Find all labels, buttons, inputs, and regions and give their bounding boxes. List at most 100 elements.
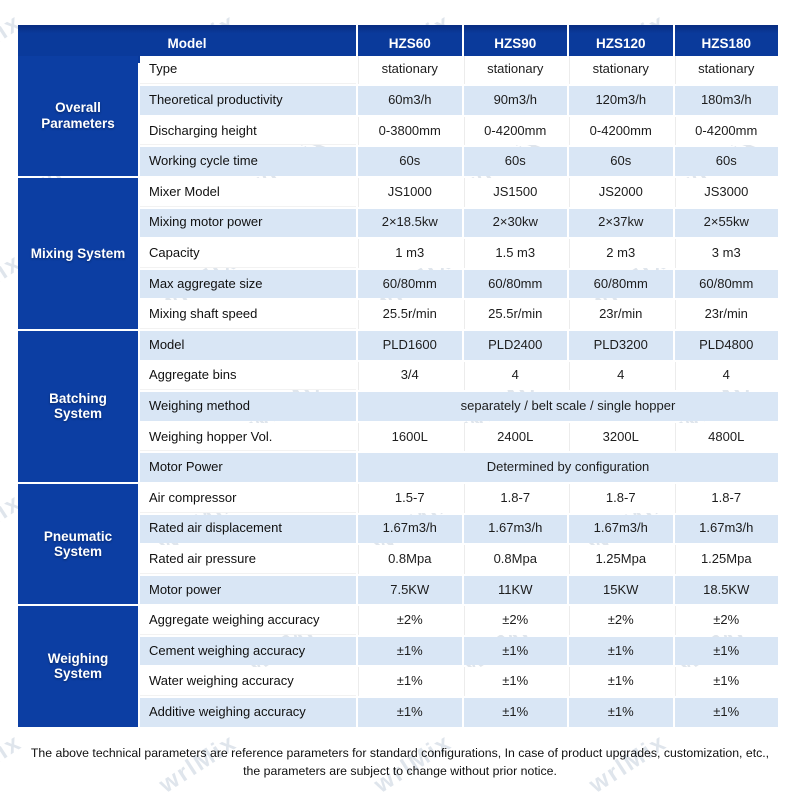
param-value: 2×55kw [674, 208, 778, 238]
param-value: 1 m3 [358, 239, 462, 268]
param-value: 1.67m3/h [569, 514, 673, 544]
section-label-0: Overall Parameters [18, 55, 138, 176]
param-value: ±2% [569, 606, 673, 635]
param-value: JS2000 [569, 177, 673, 207]
param-value: 1.8-7 [463, 483, 567, 513]
param-label: Cement weighing accuracy [140, 636, 356, 666]
param-value: ±1% [674, 636, 778, 666]
param-label: Aggregate weighing accuracy [140, 606, 356, 635]
param-value: 0-4200mm [569, 116, 673, 146]
param-value: stationary [358, 55, 462, 85]
param-value: JS3000 [674, 177, 778, 207]
param-value: 0.8Mpa [358, 545, 462, 574]
param-label: Discharging height [140, 116, 356, 146]
param-value: 2400L [463, 422, 567, 452]
param-value: 1.25Mpa [569, 545, 673, 574]
param-value: 2×37kw [569, 208, 673, 238]
param-value: ±1% [569, 698, 673, 727]
footer-note: The above technical parameters are refer… [0, 745, 800, 781]
param-value: 1600L [358, 422, 462, 452]
param-value: 90m3/h [463, 86, 567, 115]
section-label-3: Pneumatic System [18, 483, 138, 605]
param-value: 25.5r/min [463, 300, 567, 329]
param-value: 180m3/h [674, 86, 778, 115]
param-value: 1.25Mpa [674, 545, 778, 574]
param-value: 120m3/h [569, 86, 673, 115]
param-label: Motor power [140, 575, 356, 605]
param-value: ±1% [674, 698, 778, 727]
param-label: Aggregate bins [140, 361, 356, 391]
param-value: 60/80mm [358, 269, 462, 299]
param-value: ±1% [569, 667, 673, 697]
param-value: 60m3/h [358, 86, 462, 115]
footer-note-line2: the parameters are subject to change wit… [243, 763, 557, 778]
param-value: stationary [569, 55, 673, 85]
param-value: 60/80mm [674, 269, 778, 299]
param-label: Theoretical productivity [140, 86, 356, 115]
param-label: Rated air displacement [140, 514, 356, 544]
param-value: PLD4800 [674, 330, 778, 360]
param-value-span: separately / belt scale / single hopper [358, 392, 778, 421]
param-value: JS1500 [463, 177, 567, 207]
param-value: 4 [674, 361, 778, 391]
param-value: 3 m3 [674, 239, 778, 268]
param-label: Type [140, 55, 356, 85]
param-value: 60s [463, 147, 567, 176]
param-value: 1.67m3/h [358, 514, 462, 544]
param-label: Model [140, 330, 356, 360]
param-value: 1.8-7 [569, 483, 673, 513]
footer-note-line1: The above technical parameters are refer… [30, 746, 770, 760]
param-value: ±1% [674, 667, 778, 697]
param-label: Capacity [140, 239, 356, 268]
param-label: Working cycle time [140, 147, 356, 176]
param-value: 60s [674, 147, 778, 176]
param-value: 60s [358, 147, 462, 176]
param-value: 60s [569, 147, 673, 176]
param-label: Water weighing accuracy [140, 667, 356, 697]
param-value: 2×30kw [463, 208, 567, 238]
param-value: 15KW [569, 575, 673, 605]
param-value: 1.8-7 [674, 483, 778, 513]
param-value: ±1% [463, 698, 567, 727]
param-value: 0-4200mm [674, 116, 778, 146]
param-value: 4 [463, 361, 567, 391]
section-label-2: Batching System [18, 330, 138, 482]
param-label: Weighing hopper Vol. [140, 422, 356, 452]
param-value: 60/80mm [569, 269, 673, 299]
param-value-span: Determined by configuration [358, 453, 778, 482]
param-value: stationary [463, 55, 567, 85]
param-label: Mixer Model [140, 177, 356, 207]
param-value: 23r/min [569, 300, 673, 329]
param-value: ±1% [463, 667, 567, 697]
param-label: Weighing method [140, 392, 356, 421]
param-label: Rated air pressure [140, 545, 356, 574]
param-value: JS1000 [358, 177, 462, 207]
param-value: PLD3200 [569, 330, 673, 360]
param-value: ±2% [463, 606, 567, 635]
spec-table: Model HZS60 HZS90 HZS120 HZS180 Overall Param… [18, 25, 778, 727]
param-value: 11KW [463, 575, 567, 605]
param-label: Max aggregate size [140, 269, 356, 299]
param-value: 23r/min [674, 300, 778, 329]
param-value: 4800L [674, 422, 778, 452]
param-value: 4 [569, 361, 673, 391]
param-value: ±2% [358, 606, 462, 635]
param-value: stationary [674, 55, 778, 85]
param-value: 1.67m3/h [463, 514, 567, 544]
param-label: Mixing shaft speed [140, 300, 356, 329]
param-value: 2×18.5kw [358, 208, 462, 238]
param-value: ±1% [569, 636, 673, 666]
param-value: ±1% [358, 698, 462, 727]
section-label-1: Mixing System [18, 177, 138, 329]
param-value: 1.67m3/h [674, 514, 778, 544]
param-value: 1.5-7 [358, 483, 462, 513]
param-value: 1.5 m3 [463, 239, 567, 268]
param-value: 3/4 [358, 361, 462, 391]
param-value: PLD2400 [463, 330, 567, 360]
param-value: 0-3800mm [358, 116, 462, 146]
param-value: 0-4200mm [463, 116, 567, 146]
param-value: ±2% [674, 606, 778, 635]
param-label: Motor Power [140, 453, 356, 482]
param-value: ±1% [358, 667, 462, 697]
param-value: 25.5r/min [358, 300, 462, 329]
